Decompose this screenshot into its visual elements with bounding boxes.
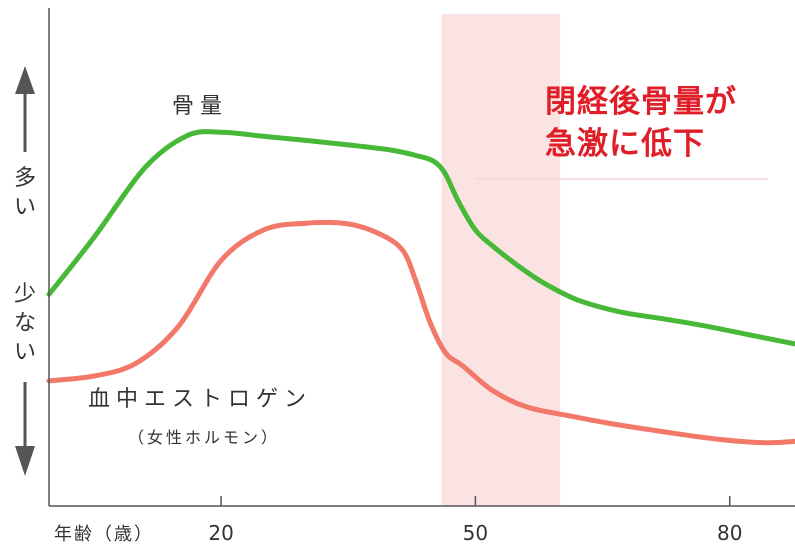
series-label-bone: 骨量 bbox=[172, 94, 229, 119]
axis-arrows bbox=[15, 66, 35, 476]
y-label-high: 多い bbox=[10, 164, 40, 222]
y-label-low: 少ない bbox=[10, 280, 40, 367]
arrow-down-icon bbox=[15, 446, 35, 476]
ylow-char-0: 少 bbox=[13, 282, 36, 307]
ylow-char-2: い bbox=[13, 340, 36, 365]
x-tick-label-20: 20 bbox=[208, 521, 233, 545]
x-tick-label-80: 80 bbox=[717, 521, 742, 545]
x-tick-label-50: 50 bbox=[463, 521, 488, 545]
yhigh-char-0: 多 bbox=[13, 166, 36, 191]
menopause-highlight-band bbox=[441, 14, 561, 506]
yhigh-char-1: い bbox=[13, 195, 36, 220]
series-label-estrogen: 血中エストロゲン bbox=[88, 387, 313, 412]
ylow-char-1: な bbox=[13, 311, 36, 336]
annotation-line-2: 急激に低下 bbox=[545, 126, 705, 162]
series-sublabel-estrogen: （女性ホルモン） bbox=[128, 428, 281, 447]
series-line-bone-mass bbox=[46, 129, 795, 347]
annotation-text: 閉経後骨量が 急激に低下 bbox=[545, 81, 737, 165]
series-layer bbox=[46, 129, 795, 446]
x-axis-label: 年齢（歳） bbox=[54, 524, 154, 545]
arrow-up-icon bbox=[15, 66, 35, 94]
series-line-estrogen bbox=[46, 219, 795, 446]
axis-layer: 20 50 80 bbox=[48, 8, 795, 545]
annotation-line-1: 閉経後骨量が bbox=[545, 84, 737, 120]
